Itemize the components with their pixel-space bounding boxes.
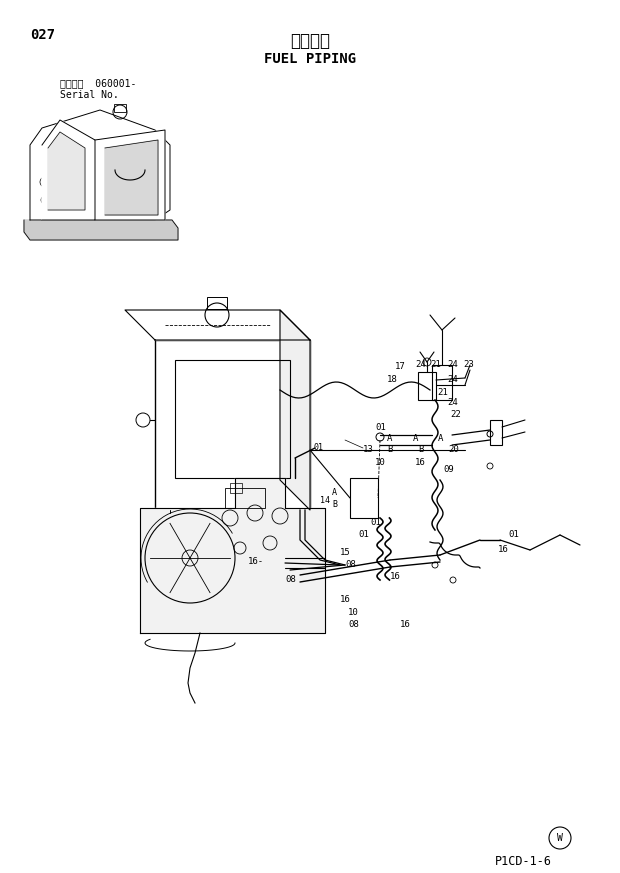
Text: 23: 23	[463, 360, 474, 369]
Text: B: B	[387, 445, 392, 454]
Bar	[207, 297, 227, 309]
Text: 22: 22	[450, 410, 461, 419]
Text: 21: 21	[430, 360, 441, 369]
Text: 10: 10	[348, 608, 359, 617]
Text: 17: 17	[395, 362, 405, 371]
Text: 10: 10	[375, 458, 386, 467]
Text: 24: 24	[447, 360, 458, 369]
Bar	[175, 360, 290, 478]
Text: 14: 14	[320, 496, 330, 505]
Text: Serial No.: Serial No.	[60, 90, 119, 100]
Text: 24: 24	[447, 375, 458, 384]
Text: A: A	[438, 434, 443, 443]
Text: B: B	[332, 500, 337, 509]
Text: 24: 24	[447, 398, 458, 407]
Text: 20: 20	[448, 445, 459, 454]
Bar	[350, 478, 378, 518]
Polygon shape	[140, 478, 325, 633]
Text: B: B	[418, 445, 423, 454]
Text: 燃料配管: 燃料配管	[290, 32, 330, 50]
Text: 16: 16	[390, 572, 401, 581]
Text: 01: 01	[313, 443, 323, 452]
Text: 16-: 16-	[248, 557, 264, 566]
Polygon shape	[48, 132, 85, 210]
Text: 15: 15	[340, 548, 351, 557]
Text: P1CD-1-6: P1CD-1-6	[495, 855, 552, 868]
Text: A: A	[387, 434, 392, 443]
Bar	[155, 340, 310, 510]
Polygon shape	[30, 110, 170, 220]
Bar	[114, 104, 126, 112]
Text: 01: 01	[508, 530, 519, 539]
Text: 01: 01	[358, 530, 369, 539]
Text: 08: 08	[285, 575, 296, 584]
Text: 18: 18	[387, 375, 398, 384]
Text: 08: 08	[345, 560, 356, 569]
Text: 09: 09	[443, 465, 454, 474]
Text: 16: 16	[415, 458, 426, 467]
Text: A: A	[413, 434, 418, 443]
Text: 13: 13	[363, 445, 374, 454]
Text: 16: 16	[340, 595, 351, 604]
Text: 01: 01	[370, 518, 381, 527]
Text: A: A	[332, 488, 337, 497]
Polygon shape	[125, 310, 310, 340]
Text: 適用号機  060001-: 適用号機 060001-	[60, 78, 136, 88]
Text: 24: 24	[415, 360, 426, 369]
Polygon shape	[280, 310, 310, 510]
Bar	[230, 483, 242, 493]
Text: 21: 21	[437, 388, 448, 397]
Polygon shape	[105, 140, 158, 215]
Polygon shape	[42, 120, 95, 220]
Polygon shape	[24, 220, 178, 240]
Text: 027: 027	[30, 28, 55, 42]
Text: 16: 16	[400, 620, 410, 629]
Text: W: W	[557, 833, 563, 843]
Bar	[418, 372, 436, 400]
Text: 01: 01	[375, 423, 386, 432]
Bar	[225, 488, 265, 508]
Bar	[432, 365, 452, 400]
Text: 16: 16	[498, 545, 509, 554]
Bar	[490, 420, 502, 445]
Polygon shape	[95, 130, 165, 220]
Text: FUEL PIPING: FUEL PIPING	[264, 52, 356, 66]
Text: 08: 08	[348, 620, 359, 629]
